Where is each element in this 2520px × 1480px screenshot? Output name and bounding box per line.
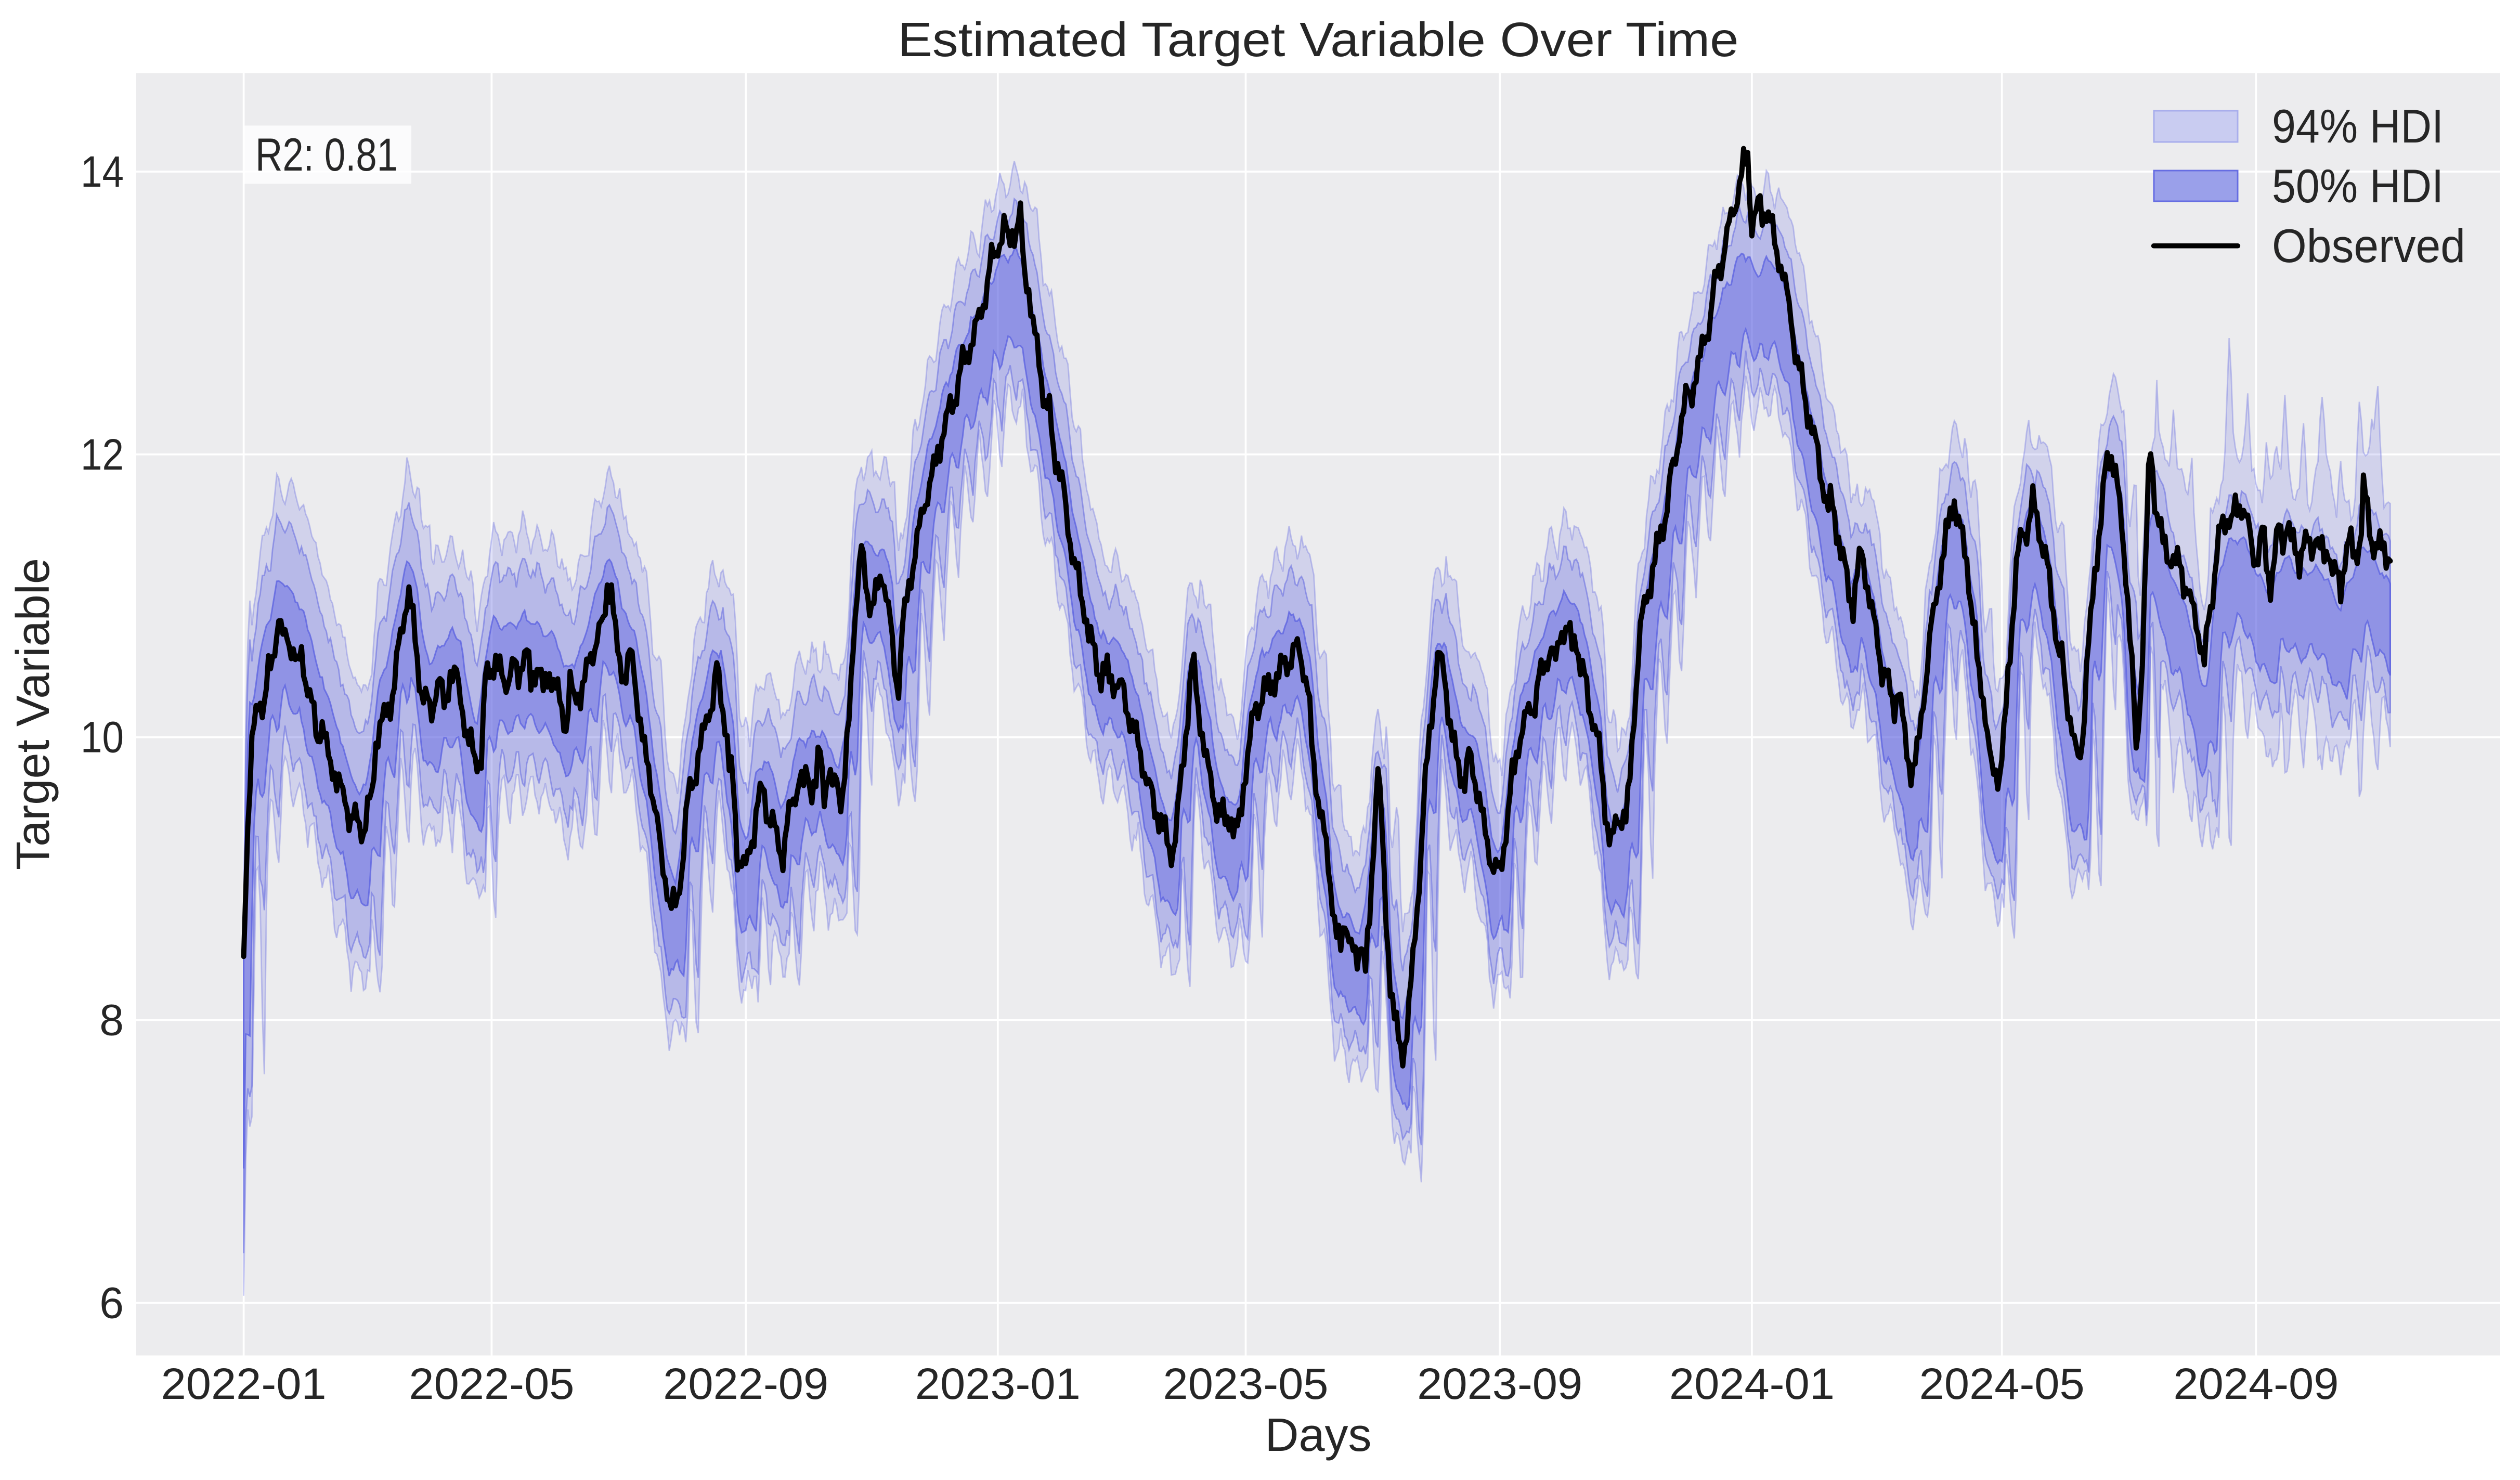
svg-text:2024-01: 2024-01 [1669,1359,1835,1408]
svg-text:2022-05: 2022-05 [409,1359,574,1408]
svg-text:2022-09: 2022-09 [663,1359,828,1408]
svg-text:6: 6 [99,1278,124,1327]
svg-text:2024-05: 2024-05 [1919,1359,2085,1408]
svg-text:14: 14 [81,147,124,196]
svg-text:Estimated Target Variable Over: Estimated Target Variable Over Time [898,12,1739,67]
svg-text:8: 8 [99,996,124,1045]
svg-text:2023-09: 2023-09 [1417,1359,1582,1408]
svg-text:10: 10 [81,713,124,762]
svg-text:94% HDI: 94% HDI [2272,100,2444,153]
svg-text:50% HDI: 50% HDI [2272,160,2444,213]
svg-text:Observed: Observed [2272,220,2465,272]
svg-text:R2: 0.81: R2: 0.81 [255,128,398,180]
svg-text:2023-01: 2023-01 [915,1359,1081,1408]
svg-text:Days: Days [1265,1409,1371,1461]
svg-text:Target Variable: Target Variable [7,558,59,870]
svg-text:2022-01: 2022-01 [161,1359,327,1408]
svg-text:12: 12 [81,430,124,479]
svg-text:2024-09: 2024-09 [2173,1359,2339,1408]
svg-text:2023-05: 2023-05 [1163,1359,1329,1408]
